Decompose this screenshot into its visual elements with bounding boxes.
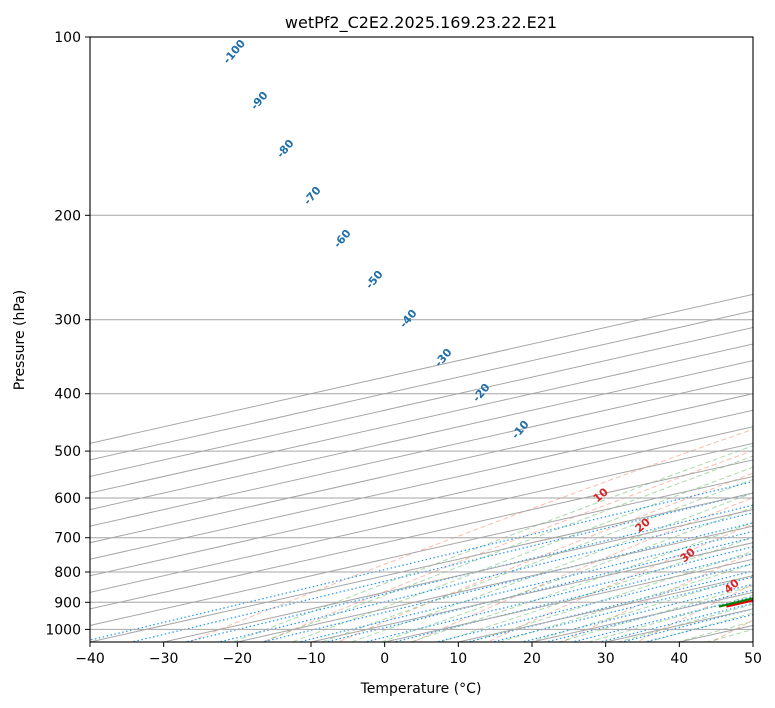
isotherm-line (90, 393, 753, 544)
moist-adiabats (231, 445, 753, 642)
mixing-ratio-line (323, 536, 753, 642)
dry-adiabat-line (336, 472, 753, 642)
x-tick-label: 0 (380, 651, 389, 667)
mixing-ratio-line (619, 608, 753, 642)
isotherm-line (90, 326, 753, 477)
x-tick-label: 30 (597, 651, 615, 667)
plot-frame (89, 36, 754, 643)
mixing-ratio-line (296, 530, 753, 642)
moist-adiabat-line (557, 585, 753, 642)
dry-adiabat-line (187, 428, 753, 642)
x-axis-label: Temperature (°C) (360, 681, 482, 697)
x-tick-label: 20 (523, 651, 541, 667)
mixing-ratio-line (642, 613, 753, 642)
isotherm-line (90, 426, 753, 577)
y-tick-label: 600 (54, 491, 81, 507)
y-tick-label: 200 (54, 208, 81, 224)
isotherm-gridlines (90, 293, 753, 642)
y-tick-label: 500 (54, 444, 81, 460)
y-tick-label: 1000 (45, 622, 81, 638)
x-tick-label: −20 (223, 651, 253, 667)
y-tick-label: 300 (54, 313, 81, 329)
isotherm-line (90, 442, 753, 593)
isotherm-line (90, 293, 753, 444)
y-axis-label: Pressure (hPa) (12, 290, 28, 390)
mixing-ratio-line (260, 522, 753, 642)
mixing-ratio-line (433, 563, 753, 642)
y-tick-label: 400 (54, 387, 81, 403)
x-axis-ticks: −40 −30 −20 −10 0 10 20 30 40 50 (75, 642, 762, 667)
x-tick-label: 50 (744, 651, 762, 667)
isotherm-line (163, 509, 753, 642)
dry-adiabat-line (262, 450, 753, 642)
chart-title: wetPf2_C2E2.2025.169.23.22.E21 (285, 13, 557, 33)
mixing-ratio-lines (90, 481, 753, 642)
moist-adiabat-line (409, 521, 753, 642)
isotherm-line (90, 459, 753, 610)
isotherm-line (90, 475, 753, 626)
isobar-gridlines (90, 37, 753, 630)
isotherm-line (90, 409, 753, 560)
moist-adiabat-line (468, 550, 753, 642)
x-tick-label: 10 (449, 651, 467, 667)
y-tick-label: 800 (54, 565, 81, 581)
isotherm-line (90, 310, 753, 461)
moist-adiabat-line (438, 536, 753, 642)
isotherm-line (90, 492, 753, 642)
mixing-ratio-line (597, 602, 753, 642)
moist-adiabat-line (349, 492, 753, 642)
moist-adiabat-line (320, 478, 753, 642)
dry-adiabats (187, 428, 753, 642)
x-tick-label: −10 (296, 651, 326, 667)
dry-adiabat-line (486, 523, 753, 642)
dry-adiabat-line (411, 497, 753, 642)
mixing-ratio-line (570, 596, 753, 642)
y-axis-ticks: 100 200 300 400 500 600 700 800 900 1000 (45, 30, 90, 638)
y-tick-label: 100 (54, 30, 81, 46)
moist-adiabat-line (260, 455, 753, 642)
isotherm-line (237, 525, 753, 642)
mixing-ratio-line (216, 512, 753, 642)
moist-adiabat-line (379, 506, 753, 642)
moist-adiabat-line (498, 563, 753, 642)
y-tick-label: 900 (54, 595, 81, 611)
x-tick-label: −30 (149, 651, 179, 667)
y-tick-label: 700 (54, 531, 81, 547)
mixing-ratio-line (543, 589, 753, 642)
x-tick-label: 40 (670, 651, 688, 667)
x-tick-label: −40 (75, 651, 105, 667)
moist-adiabat-line (290, 466, 753, 642)
